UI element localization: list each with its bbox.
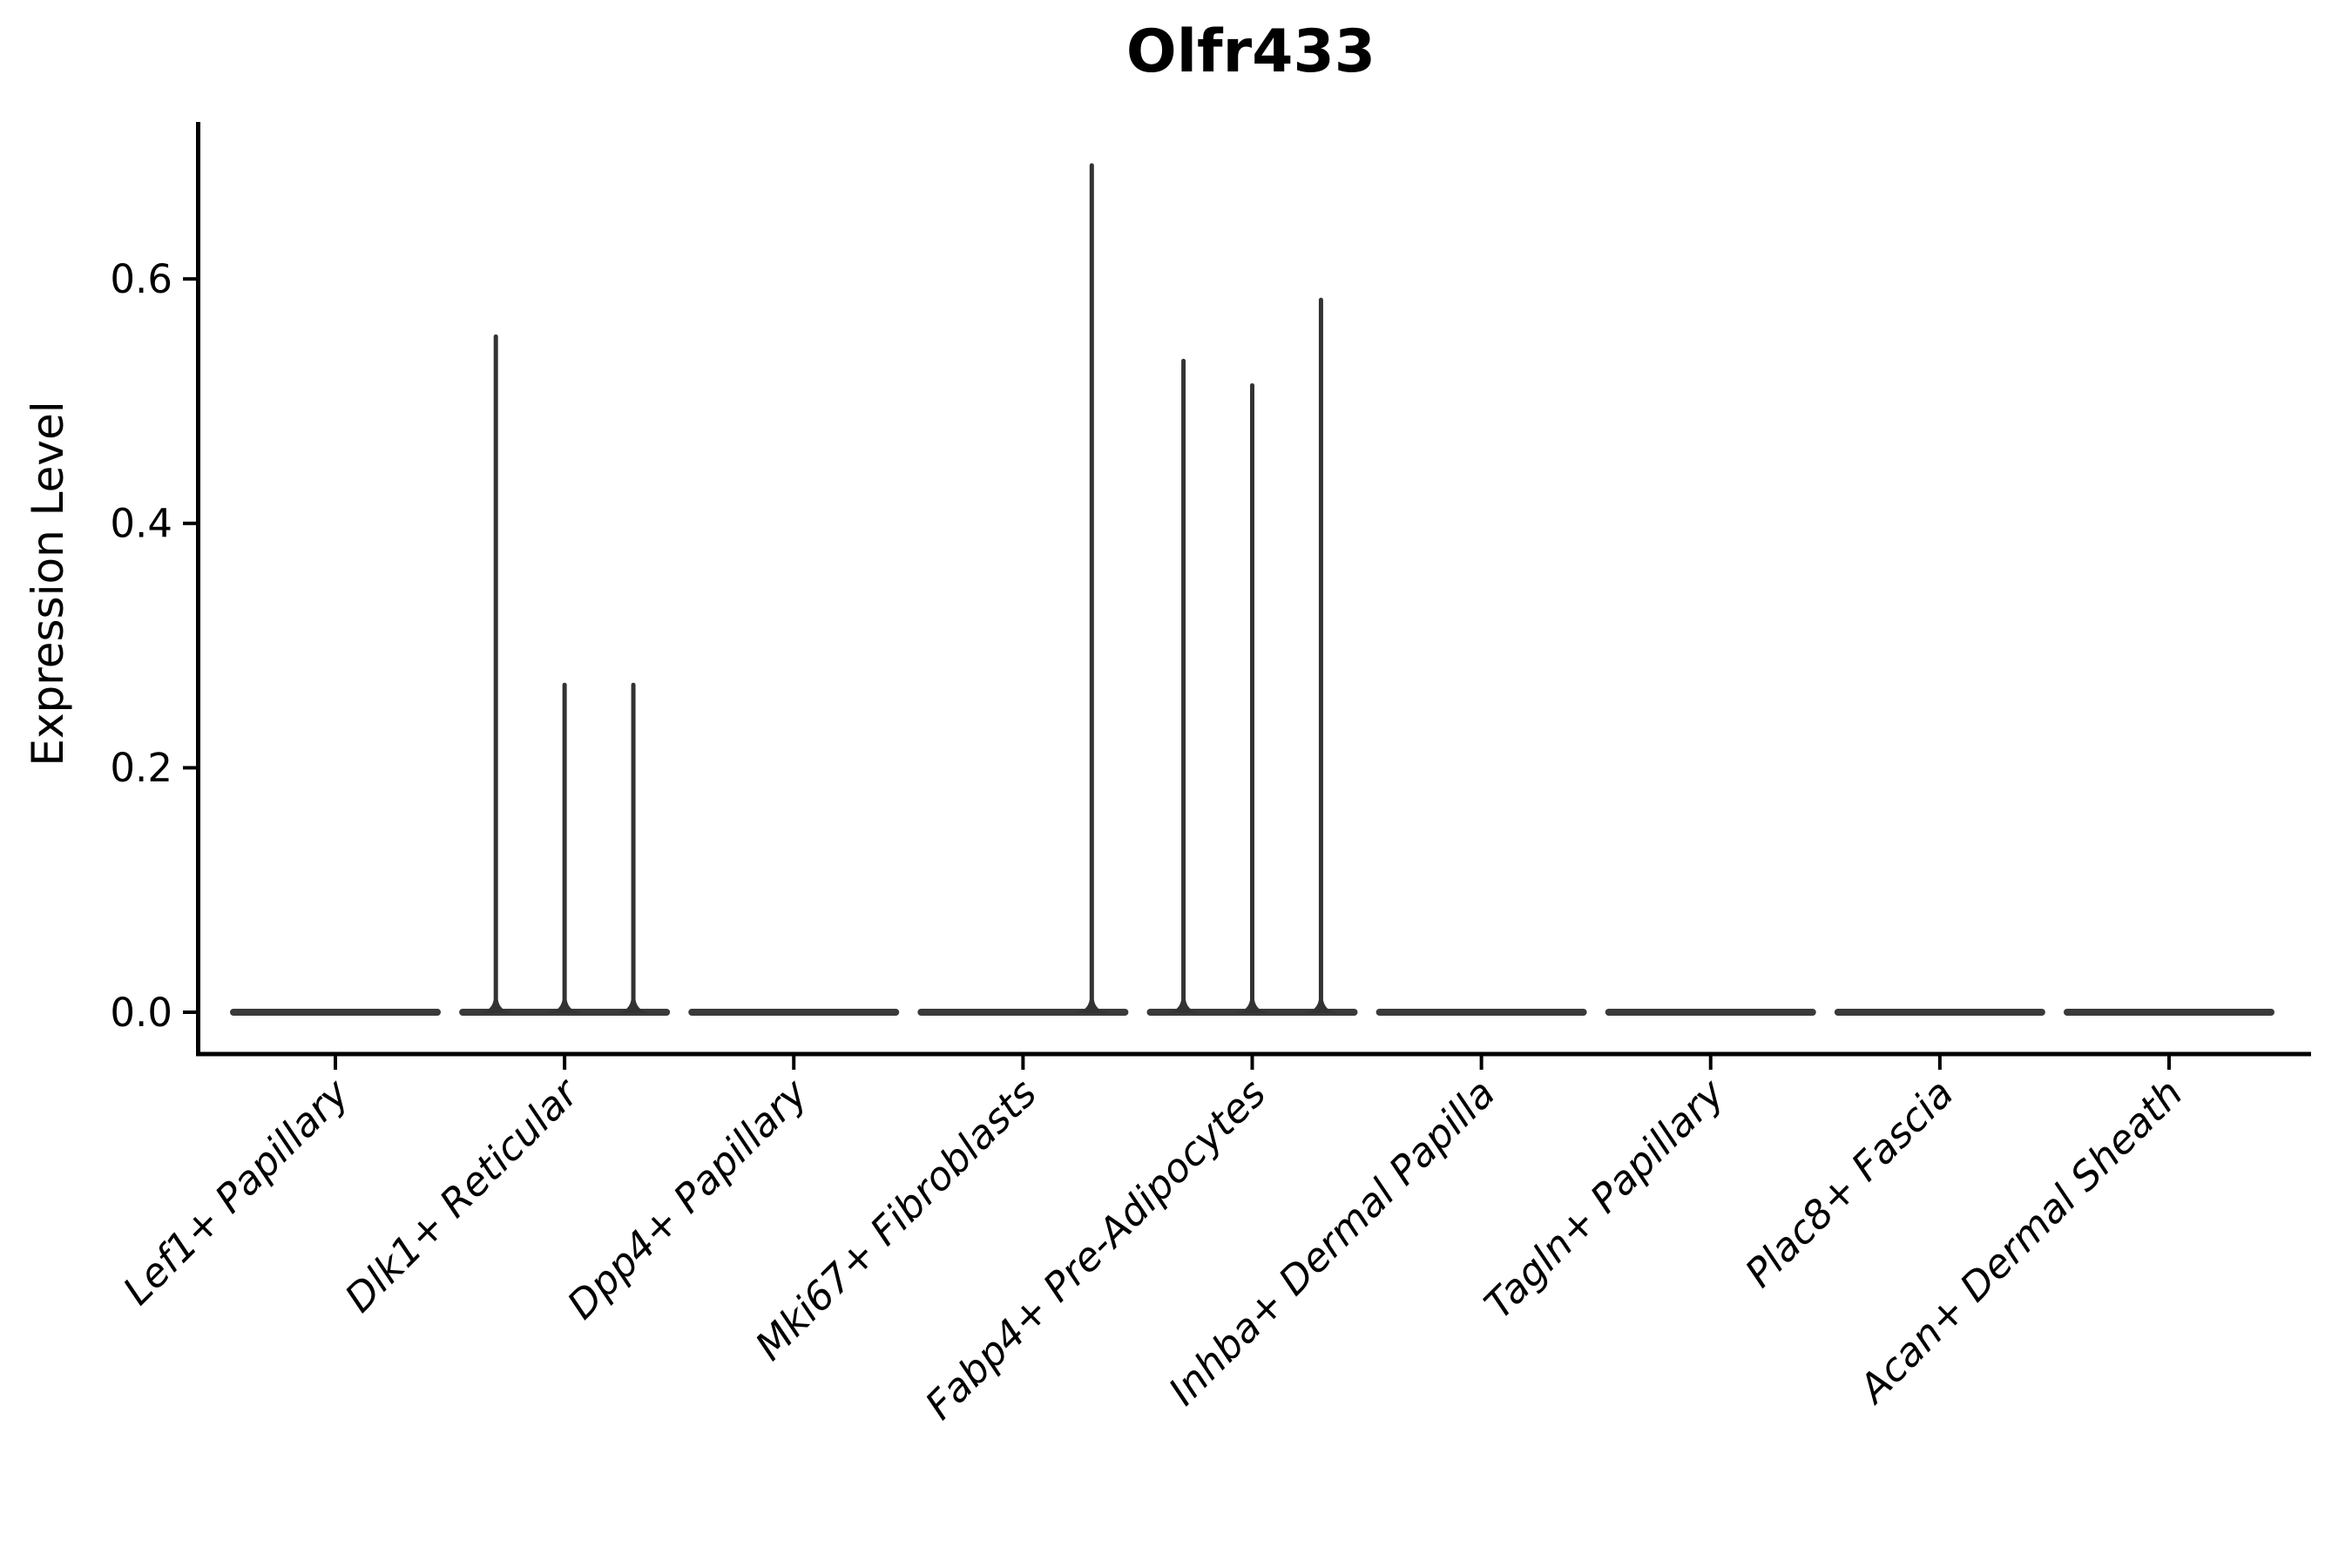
y-tick-label: 0.4 [110, 501, 172, 547]
violins-layer [230, 163, 2274, 1016]
violin-body [917, 1009, 1129, 1016]
violin [459, 334, 671, 1016]
y-tick-label: 0.0 [110, 990, 172, 1036]
y-axis-title: Expression Level [23, 401, 73, 766]
violin-body [1834, 1009, 2045, 1016]
y-tick-label: 0.6 [110, 256, 172, 302]
violin [1834, 1009, 2045, 1016]
y-tick-label: 0.2 [110, 745, 172, 791]
violin [1375, 1009, 1587, 1016]
x-tick-label: Dpp4+ Papillary [558, 1069, 817, 1328]
violin-body [688, 1009, 900, 1016]
violin [2064, 1009, 2274, 1016]
violin-spike-flare [478, 1000, 514, 1013]
violin [688, 1009, 900, 1016]
x-tick-label: Dlk1+ Reticular [336, 1069, 589, 1321]
violin-body [1375, 1009, 1587, 1016]
violin-spike-flare [1234, 1000, 1270, 1013]
violin-body [230, 1009, 441, 1016]
violin-spike-flare [547, 1000, 583, 1013]
violin-spike-flare [1074, 1000, 1110, 1013]
x-tick-label: Lef1+ Papillary [114, 1069, 359, 1314]
violin-body [1605, 1009, 1816, 1016]
x-tick-label: Plac8+ Fascia [1736, 1070, 1963, 1296]
y-axis: 0.0 0.2 0.4 0.6 [110, 256, 196, 1036]
violin-spike-flare [616, 1000, 652, 1013]
violin-spike-flare [1303, 1000, 1339, 1013]
violin-spike-flare [1166, 1000, 1201, 1013]
violin [917, 163, 1129, 1016]
violin [230, 1009, 441, 1016]
violin [1605, 1009, 1816, 1016]
x-tick-label: Tagln+ Papillary [1476, 1069, 1734, 1328]
violin [1146, 297, 1358, 1016]
chart-title: Olfr433 [1126, 17, 1375, 86]
violin-body [2064, 1009, 2274, 1016]
